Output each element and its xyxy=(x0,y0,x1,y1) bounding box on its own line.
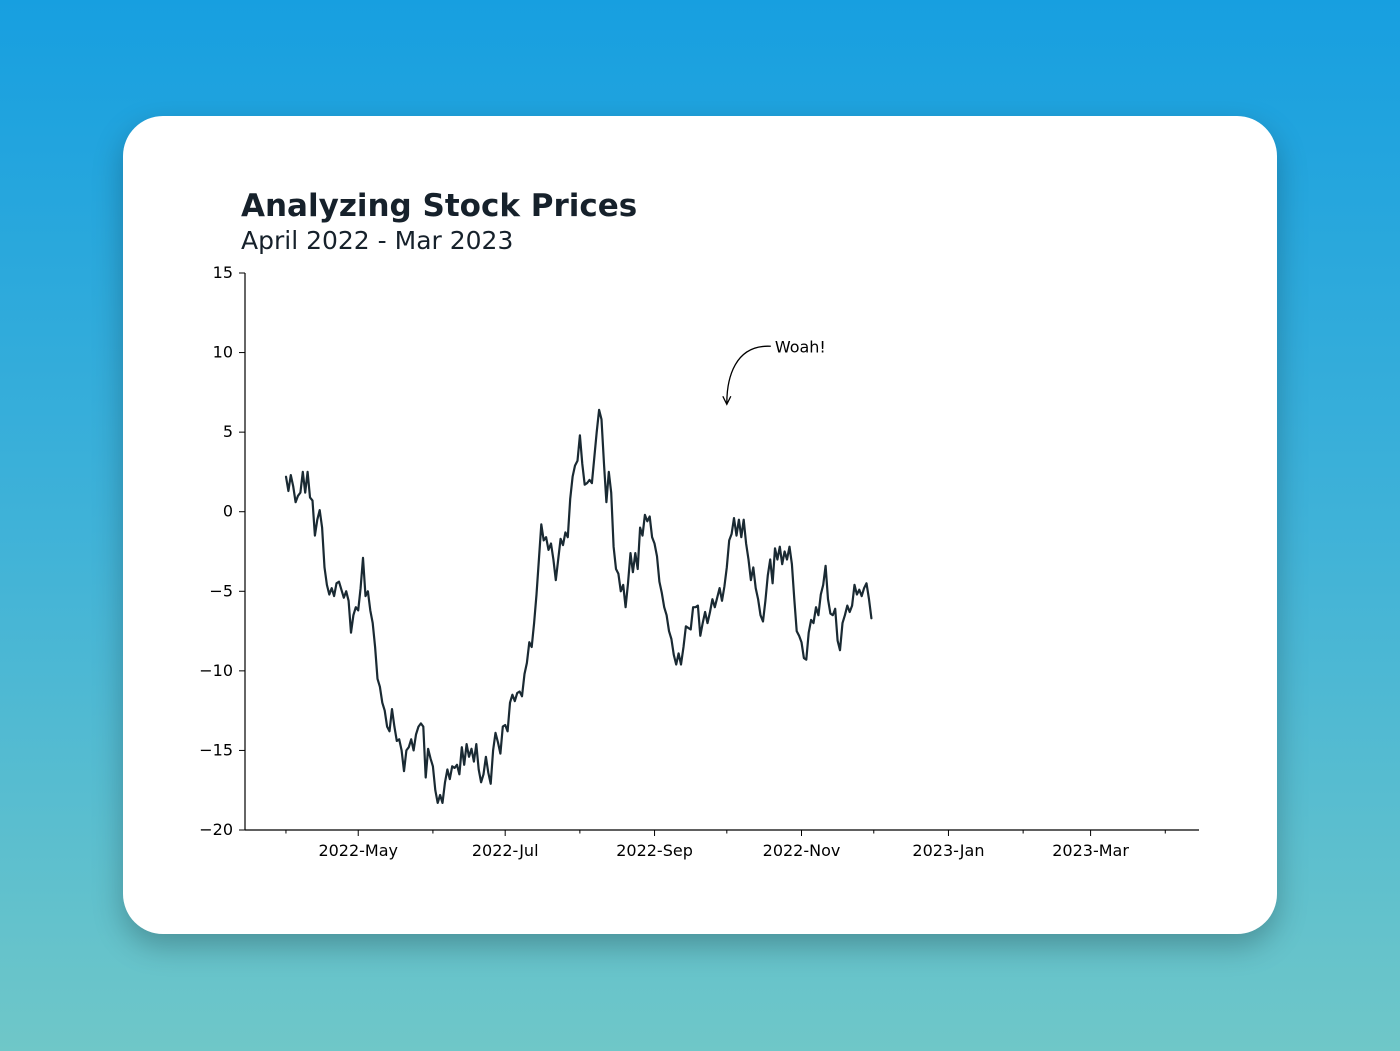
y-tick-label: 15 xyxy=(213,263,233,282)
y-tick-label: −5 xyxy=(209,581,233,600)
x-tick-label: 2022-Nov xyxy=(763,841,841,860)
y-tick-label: −20 xyxy=(199,820,233,839)
chart-card: Analyzing Stock Prices April 2022 - Mar … xyxy=(123,116,1277,934)
y-tick-label: 10 xyxy=(213,343,233,362)
chart-annotations: Woah! xyxy=(722,337,826,406)
series-line xyxy=(284,408,873,804)
chart-title: Analyzing Stock Prices xyxy=(241,188,637,224)
stock-price-chart: Analyzing Stock Prices April 2022 - Mar … xyxy=(199,188,1199,860)
chart-ticks: −20 −15 −10 −5 0 5 10 15 2022-May 2022-Jul 2022-Se… xyxy=(199,263,1166,860)
y-tick-label: −15 xyxy=(199,740,233,759)
y-tick-label: −10 xyxy=(199,661,233,680)
chart-series xyxy=(284,408,873,804)
x-tick-label: 2022-May xyxy=(318,841,398,860)
y-tick-label: 5 xyxy=(223,422,233,441)
x-tick-label: 2022-Sep xyxy=(616,841,693,860)
y-tick-label: 0 xyxy=(223,502,233,521)
annotation-arrowhead xyxy=(722,395,732,406)
annotation-arrow xyxy=(726,345,771,404)
annotation-label: Woah! xyxy=(775,337,826,356)
chart-subtitle: April 2022 - Mar 2023 xyxy=(241,226,513,255)
x-tick-label: 2022-Jul xyxy=(472,841,539,860)
chart-axes xyxy=(244,273,1199,831)
x-tick-label: 2023-Mar xyxy=(1052,841,1129,860)
x-tick-label: 2023-Jan xyxy=(912,841,984,860)
